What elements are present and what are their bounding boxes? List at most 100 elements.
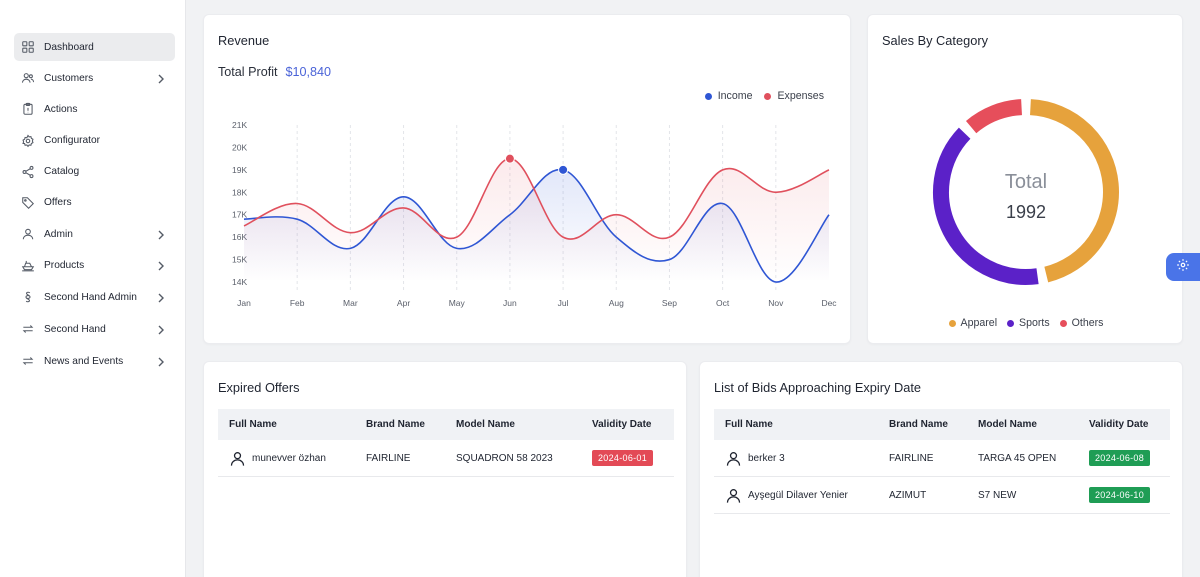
legend-item-others[interactable]: Others [1059,317,1104,329]
legend-dot [1059,319,1067,327]
sidebar-item-label: Configurator [44,135,101,147]
total-profit-value: $10,840 [285,65,332,79]
user-icon [725,450,742,467]
revenue-chart: 14K 15K 16K 17K 18K 19K 20K 21K Jan Feb Mar Apr May J… [232,120,837,308]
table-row[interactable]: munevver özhan FAIRLINE SQUADRON 58 2023 20… [218,440,674,477]
column-header[interactable]: Brand Name [889,419,948,430]
expired-offers-card: Expired Offers Full Name Brand Name Model … [203,361,687,577]
donut-slice-sports[interactable] [933,127,1039,285]
table-header: Full Name Brand Name Model Name Validity Da… [218,409,674,440]
y-tick-label: 20K [232,142,247,152]
legend-label-income: Income [717,90,753,102]
full-name-cell: munevver özhan [218,450,355,467]
brand-name-cell: FAIRLINE [889,452,934,464]
tag-icon [21,196,35,210]
sidebar-item-configurator[interactable]: Configurator [14,127,175,155]
x-tick-label: Jun [503,298,517,308]
y-tick-label: 17K [232,210,247,220]
donut-total-label: Total [1005,171,1047,193]
sidebar-item-second-hand-admin[interactable]: Second Hand Admin [14,283,175,311]
sidebar-item-catalog[interactable]: Catalog [14,158,175,186]
share-icon [21,165,35,179]
validity-date-badge: 2024-06-08 [1089,450,1151,466]
legend-label: Apparel [960,317,998,329]
full-name: Ayşegül Dilaver Yenier [748,489,848,501]
sidebar-item-actions[interactable]: Actions [14,95,175,123]
column-header[interactable]: Validity Date [592,419,652,430]
settings-fab-button[interactable] [1166,253,1200,281]
y-tick-label: 15K [232,255,247,265]
x-tick-label: Nov [768,298,784,308]
full-name-cell: berker 3 [714,450,878,467]
bids-title: List of Bids Approaching Expiry Date [714,380,921,395]
sidebar-item-label: Dashboard [44,41,94,53]
sidebar-item-customers[interactable]: Customers [14,64,175,92]
validity-date-badge: 2024-06-10 [1089,487,1151,503]
line-income[interactable] [243,168,830,283]
column-header[interactable]: Full Name [229,419,277,430]
expired-offers-table: Full Name Brand Name Model Name Validity Da… [218,409,674,477]
column-header[interactable]: Model Name [978,419,1037,430]
bids-table: Full Name Brand Name Model Name Validity Da… [714,409,1170,514]
sidebar-item-second-hand[interactable]: Second Hand [14,315,175,343]
model-name-cell: S7 NEW [978,489,1017,501]
validity-date-cell: 2024-06-10 [1078,487,1170,503]
legend-dot-expenses [764,92,772,100]
table-header: Full Name Brand Name Model Name Validity Da… [714,409,1170,440]
revenue-card: Revenue Total Profit $10,840 Income Expen… [203,14,851,344]
sidebar-item-news-and-events[interactable]: News and Events [14,347,175,375]
legend-label: Others [1071,317,1104,329]
legend-item-sports[interactable]: Sports [1007,317,1050,329]
sidebar-item-label: Offers [44,197,72,209]
x-tick-label: Feb [290,298,305,308]
legend-item-expenses[interactable]: Expenses [764,90,824,102]
users-icon [21,71,35,85]
legend-dot-income [704,92,712,100]
donut-slice-apparel[interactable] [1029,99,1119,283]
chevron-right-icon [156,228,166,240]
column-header[interactable]: Full Name [725,419,773,430]
column-header[interactable]: Validity Date [1089,419,1149,430]
legend-label: Sports [1019,317,1050,329]
brand-name-cell: FAIRLINE [366,452,411,464]
chevron-right-icon [156,259,166,271]
total-profit: Total Profit $10,840 [218,65,331,79]
donut-slice-others[interactable] [965,99,1023,134]
section-icon [21,290,35,304]
brand-name-cell: AZIMUT [889,489,927,501]
sidebar-item-label: Actions [44,103,78,115]
column-header[interactable]: Brand Name [366,419,425,430]
validity-date-badge: 2024-06-01 [592,450,654,466]
legend-item-apparel[interactable]: Apparel [948,317,998,329]
x-tick-label: Mar [343,298,358,308]
point-income-jul[interactable] [558,164,569,175]
sidebar: Dashboard Customers Actions Configurator Cat… [0,0,186,577]
x-tick-label: Jan [237,298,251,308]
line-expenses[interactable] [243,157,830,240]
sidebar-menu: Dashboard Customers Actions Configurator Cat… [14,33,175,379]
table-row[interactable]: berker 3 FAIRLINE TARGA 45 OPEN 2024-06-08 [714,440,1170,477]
model-name-cell: TARGA 45 OPEN [978,452,1057,464]
sidebar-item-admin[interactable]: Admin [14,220,175,248]
full-name-cell: Ayşegül Dilaver Yenier [714,487,878,504]
validity-date-cell: 2024-06-01 [581,450,674,466]
column-header[interactable]: Model Name [456,419,515,430]
sidebar-item-dashboard[interactable]: Dashboard [14,33,175,61]
boat-icon [21,258,35,272]
bids-expiry-card: List of Bids Approaching Expiry Date Ful… [699,361,1183,577]
gear-icon [1176,258,1190,277]
y-tick-label: 14K [232,277,247,287]
legend-item-income[interactable]: Income [704,90,753,102]
legend-dot [948,319,956,327]
legend-dot [1007,319,1015,327]
point-expenses-jun[interactable] [504,153,515,164]
x-tick-label: Sep [662,298,677,308]
x-tick-label: Aug [609,298,624,308]
revenue-title: Revenue [218,33,270,48]
table-row[interactable]: Ayşegül Dilaver Yenier AZIMUT S7 NEW 2024-0… [714,477,1170,514]
sidebar-item-offers[interactable]: Offers [14,189,175,217]
x-tick-label: Dec [821,298,837,308]
sidebar-item-products[interactable]: Products [14,251,175,279]
model-name-cell: SQUADRON 58 2023 [456,452,553,464]
chevron-right-icon [156,291,166,303]
